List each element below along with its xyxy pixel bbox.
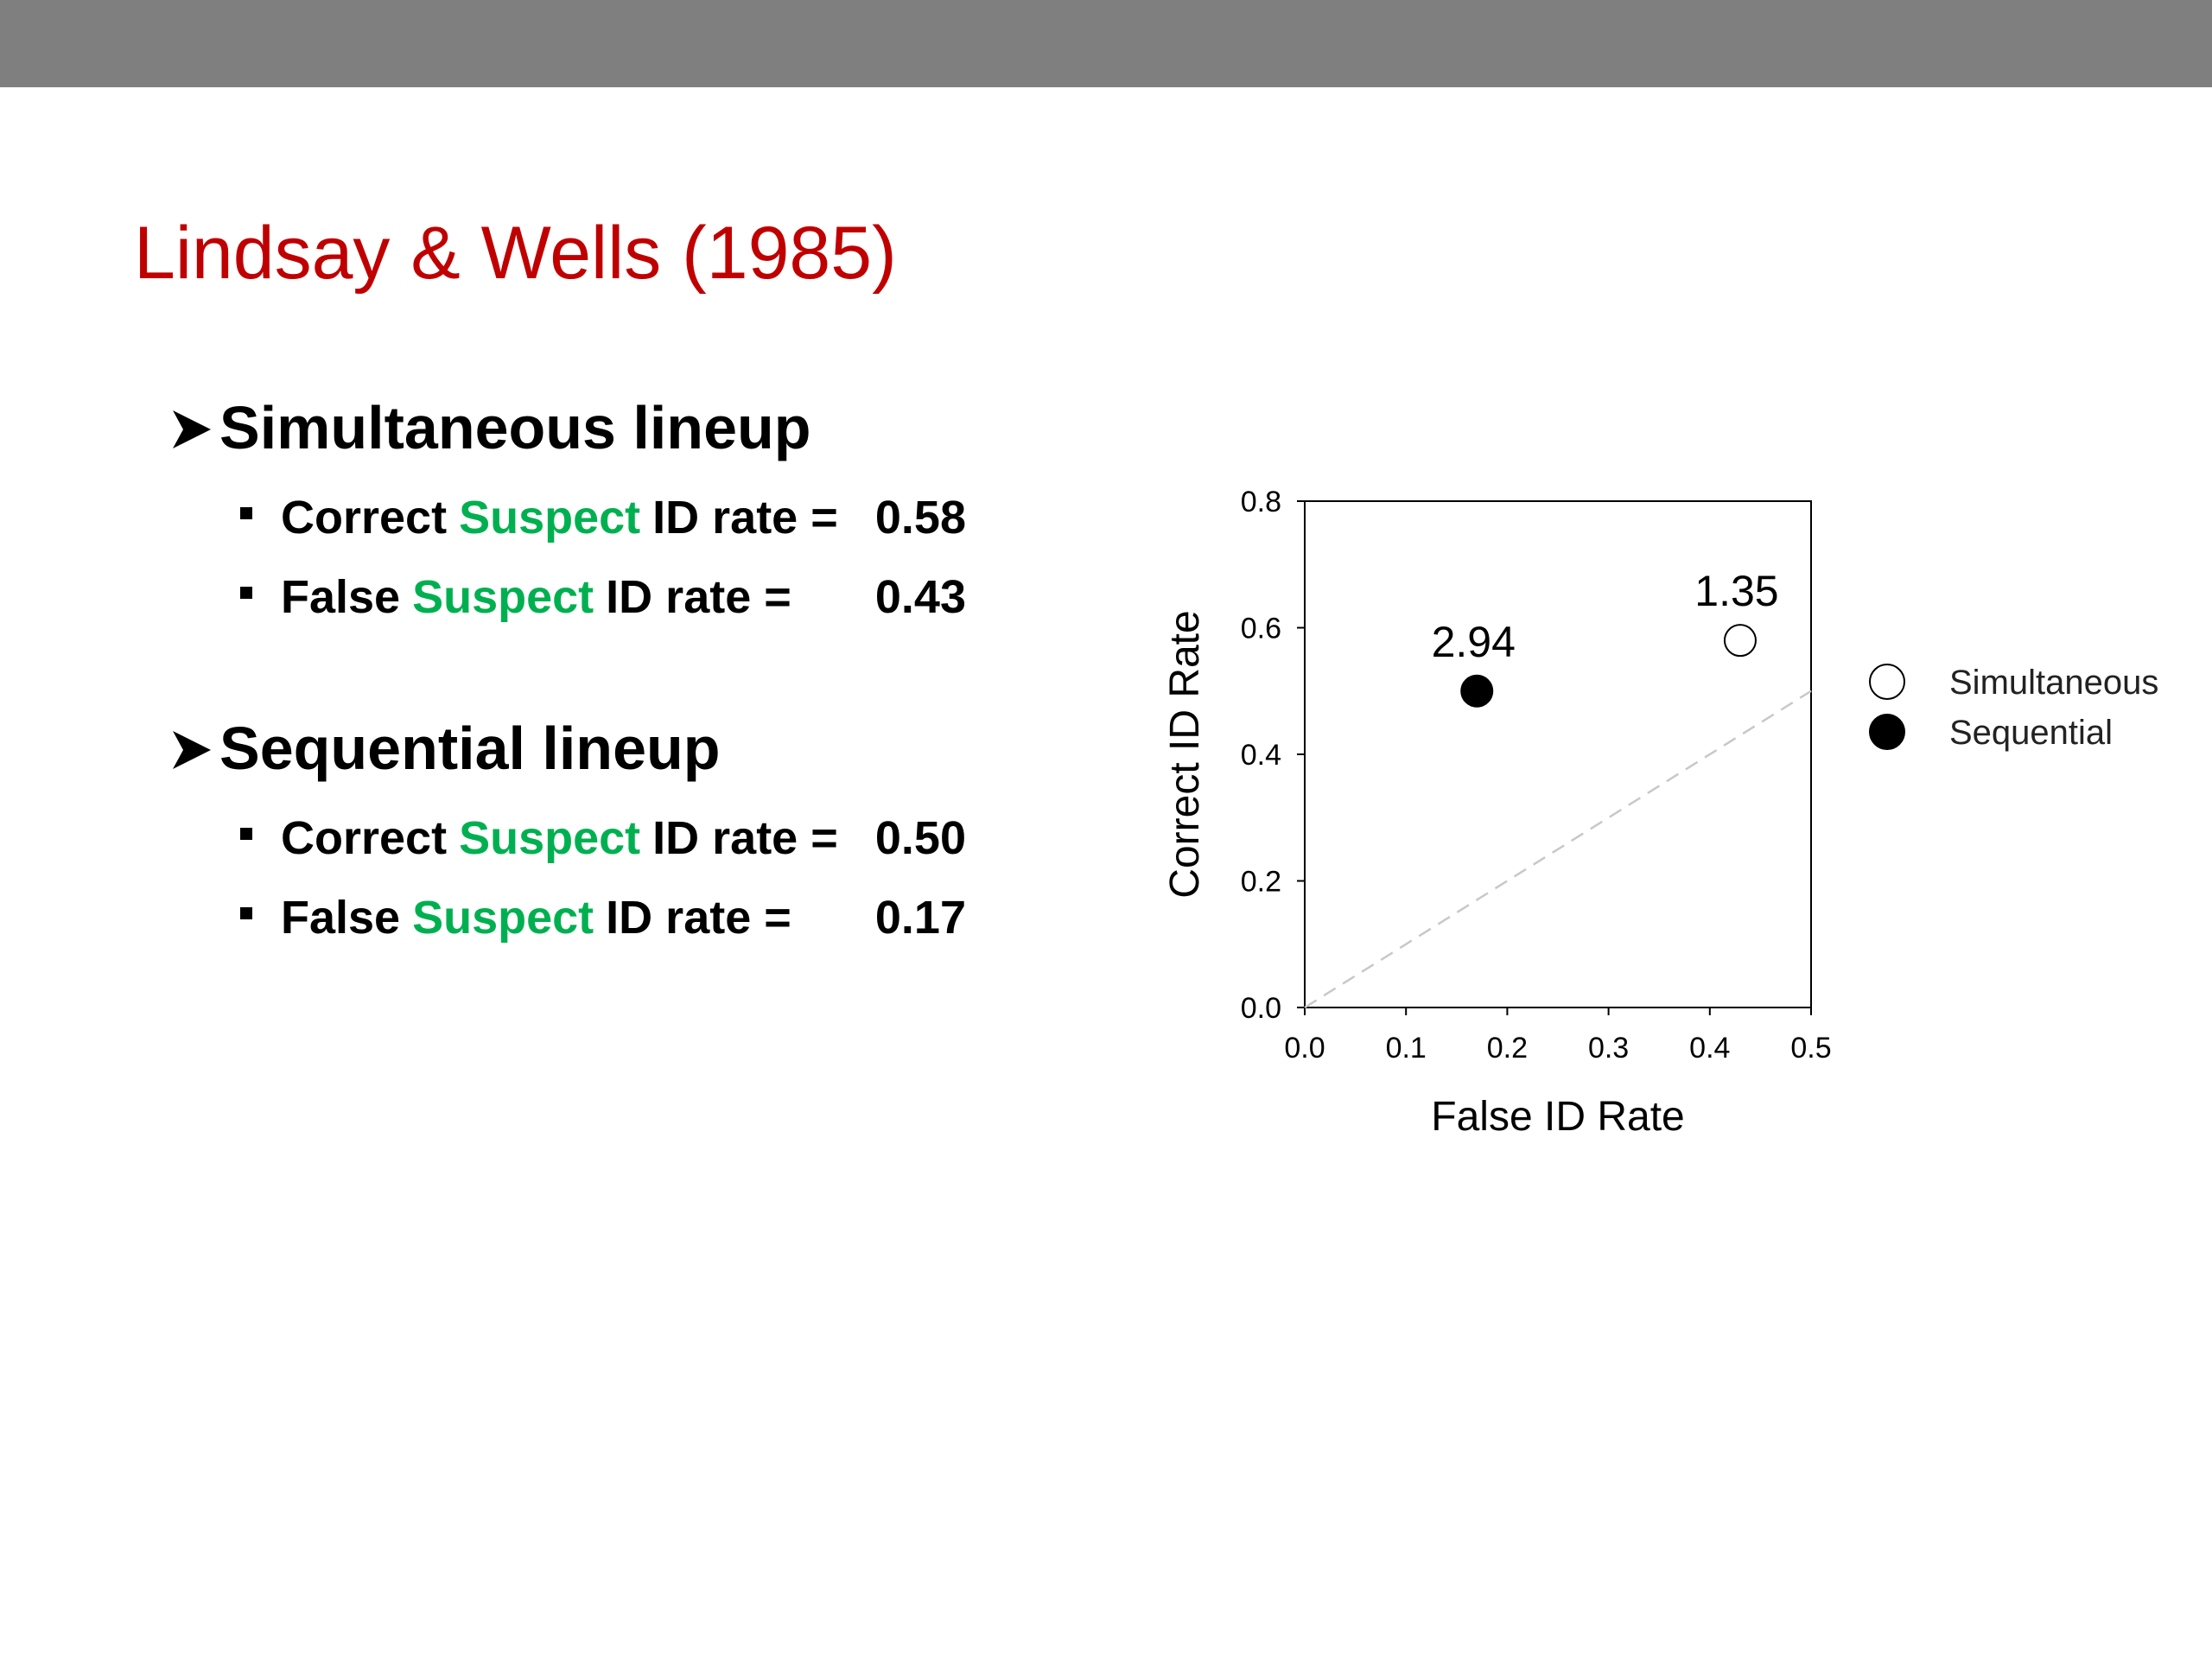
slide-title: Lindsay & Wells (1985) <box>134 212 897 295</box>
x-tick-label: 0.5 <box>1790 1032 1831 1065</box>
point <box>1723 624 1757 658</box>
item-highlight: Suspect <box>459 812 640 864</box>
section-heading: Sequential lineup <box>219 715 721 782</box>
y-tick-label: 0.2 <box>1241 866 1281 899</box>
x-tick-label: 0.2 <box>1487 1032 1528 1065</box>
square-bullet <box>240 587 252 599</box>
point <box>1460 674 1494 708</box>
item-value: 0.17 <box>875 892 966 944</box>
arrow-bullet <box>173 410 211 448</box>
point-label: 1.35 <box>1694 567 1778 615</box>
square-bullet <box>240 907 252 919</box>
y-axis-title: Correct ID Rate <box>1162 610 1208 898</box>
item-label: ID rate = <box>652 812 838 864</box>
legend-marker <box>1869 664 1905 700</box>
item-label: False <box>281 892 400 944</box>
x-tick-label: 0.0 <box>1284 1032 1325 1065</box>
item-highlight: Suspect <box>412 571 594 623</box>
item-text: False Suspect ID rate = <box>281 571 791 623</box>
y-tick-label: 0.0 <box>1241 992 1281 1025</box>
x-tick-label: 0.3 <box>1588 1032 1629 1065</box>
y-tick-label: 0.4 <box>1241 739 1281 772</box>
legend-label: Sequential <box>1949 714 2113 752</box>
diagonal-line <box>1304 690 1812 1009</box>
item-highlight: Suspect <box>459 492 640 543</box>
x-tick-label: 0.4 <box>1689 1032 1730 1065</box>
item-label: ID rate = <box>606 571 791 623</box>
item-text: Correct Suspect ID rate = <box>281 492 838 543</box>
section-heading: Simultaneous lineup <box>219 394 811 461</box>
item-value: 0.58 <box>875 492 966 543</box>
item-highlight: Suspect <box>412 892 594 944</box>
y-tick-label: 0.8 <box>1241 486 1281 518</box>
item-value: 0.43 <box>875 571 966 623</box>
item-label: ID rate = <box>606 892 791 944</box>
y-tick-label: 0.6 <box>1241 613 1281 645</box>
square-bullet <box>240 828 252 840</box>
item-label: ID rate = <box>652 492 838 543</box>
legend-marker <box>1869 714 1905 750</box>
point-label: 2.94 <box>1432 618 1516 666</box>
item-label: False <box>281 571 400 623</box>
item-text: False Suspect ID rate = <box>281 892 791 944</box>
legend-label: Simultaneous <box>1949 664 2158 702</box>
top-bar <box>0 0 2212 87</box>
item-label: Correct <box>281 492 447 543</box>
item-text: Correct Suspect ID rate = <box>281 812 838 864</box>
item-value: 0.50 <box>875 812 966 864</box>
arrow-bullet <box>173 731 211 769</box>
x-tick-label: 0.1 <box>1386 1032 1427 1065</box>
x-axis-title: False ID Rate <box>1431 1094 1684 1140</box>
square-bullet <box>240 507 252 519</box>
item-label: Correct <box>281 812 447 864</box>
